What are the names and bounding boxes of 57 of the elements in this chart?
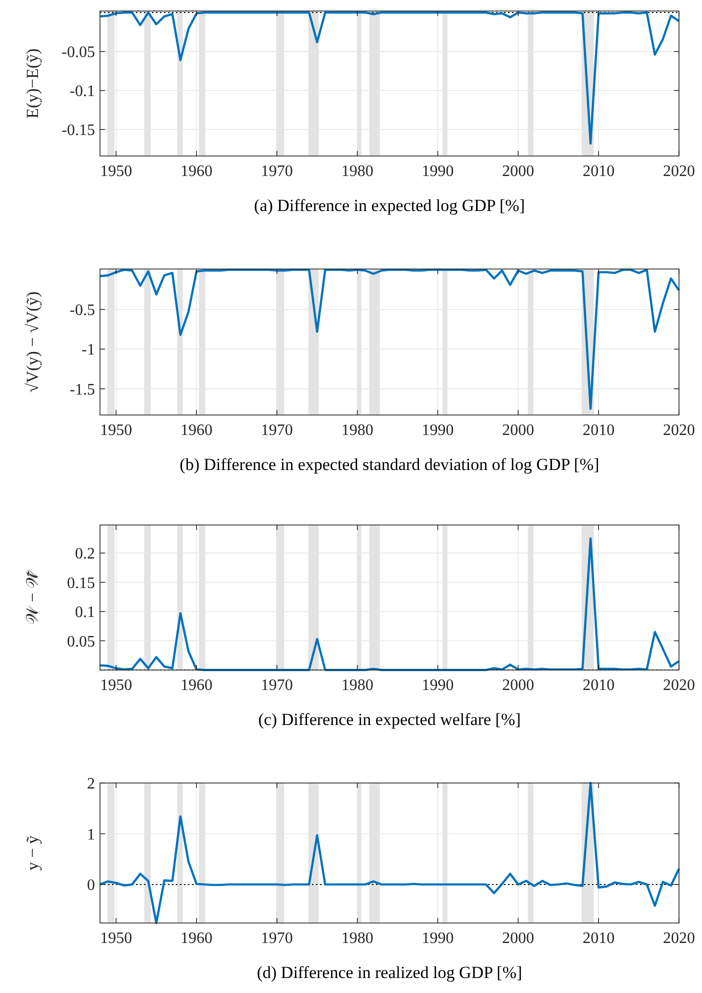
y-tick-label: 0 bbox=[87, 877, 95, 894]
y-tick-label: 2 bbox=[87, 776, 95, 793]
x-tick-label: 1990 bbox=[422, 930, 454, 947]
y-tick-label: -0.5 bbox=[70, 302, 95, 320]
x-tick-label: 2000 bbox=[502, 163, 534, 180]
text: (a) Difference in expected log GDP [%] bbox=[254, 196, 525, 215]
y-tick-label: 0.05 bbox=[67, 633, 95, 650]
x-tick-label: 2010 bbox=[582, 422, 615, 439]
y-tick-label: -0.15 bbox=[62, 122, 95, 140]
x-tick-label: 2020 bbox=[663, 163, 695, 180]
x-tick-label: 1960 bbox=[180, 163, 212, 180]
x-tick-label: 1960 bbox=[180, 422, 212, 439]
text: (b) Difference in expected standard deviation of log GDP [%] bbox=[180, 455, 600, 474]
x-tick-label: 1990 bbox=[422, 422, 454, 439]
x-tick-label: 1950 bbox=[100, 677, 132, 694]
x-tick-label: 1970 bbox=[260, 163, 293, 180]
x-tick-label: 1950 bbox=[100, 163, 132, 180]
y-tick-label: -0.05 bbox=[62, 44, 95, 62]
x-tick-label: 1950 bbox=[100, 422, 132, 439]
x-tick-label: 2010 bbox=[582, 930, 615, 947]
x-tick-label: 2000 bbox=[502, 930, 534, 947]
x-tick-label: 1970 bbox=[260, 677, 293, 694]
x-tick-label: 2000 bbox=[502, 422, 534, 439]
x-tick-label: 1970 bbox=[260, 422, 293, 439]
y-axis-title: 𝒲 − 𝒲̃ bbox=[23, 568, 42, 625]
x-tick-label: 1990 bbox=[422, 677, 454, 694]
line-series bbox=[98, 268, 680, 410]
x-tick-label: 1950 bbox=[100, 930, 132, 947]
text: (d) Difference in realized log GDP [%] bbox=[256, 963, 522, 982]
x-tick-label: 1980 bbox=[341, 163, 374, 180]
x-tick-label: 1980 bbox=[341, 930, 374, 947]
line-series bbox=[98, 782, 680, 924]
x-tick-label: 1970 bbox=[260, 930, 293, 947]
x-tick-label: 2020 bbox=[663, 677, 695, 694]
x-tick-label: 2020 bbox=[663, 930, 695, 947]
y-tick-label: -1 bbox=[82, 342, 95, 359]
x-tick-label: 1960 bbox=[180, 930, 212, 947]
y-tick-label: 0.15 bbox=[67, 574, 95, 592]
x-tick-label: 2010 bbox=[582, 677, 615, 694]
x-tick-label: 1990 bbox=[422, 163, 454, 180]
x-tick-label: 1980 bbox=[341, 422, 374, 439]
text: (c) Difference in expected welfare [%] bbox=[258, 710, 521, 729]
y-tick-label: 0.2 bbox=[75, 546, 95, 563]
x-tick-label: 2000 bbox=[502, 677, 534, 694]
y-tick-label: -0.1 bbox=[70, 83, 95, 100]
line-series bbox=[98, 537, 680, 672]
line-series bbox=[98, 11, 680, 145]
y-tick-label: -1.5 bbox=[70, 381, 95, 398]
y-axis-title: √V(y) − √V(ỹ) bbox=[23, 292, 42, 392]
y-axis-title: E(y)−E(ỹ) bbox=[23, 48, 42, 119]
y-axis-title: y − ỹ bbox=[23, 834, 42, 871]
x-tick-label: 2020 bbox=[663, 422, 695, 439]
x-tick-label: 2010 bbox=[582, 163, 615, 180]
x-tick-label: 1980 bbox=[341, 677, 374, 694]
x-tick-label: 1960 bbox=[180, 677, 212, 694]
y-tick-label: 1 bbox=[87, 826, 95, 844]
y-tick-label: 0.1 bbox=[75, 604, 95, 622]
